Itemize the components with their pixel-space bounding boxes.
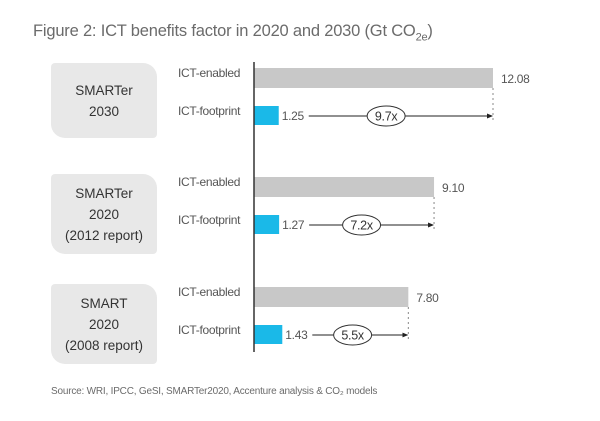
- factor-label: 5.5x: [341, 329, 364, 343]
- group-label-line: SMART: [80, 295, 128, 311]
- factor-ellipse: [342, 214, 382, 236]
- chart-title: Figure 2: ICT benefits factor in 2020 an…: [33, 22, 433, 43]
- group-label-line: 2020: [88, 316, 120, 332]
- group-label-line: (2008 report): [64, 337, 144, 353]
- chart-title-subscript: 2e: [415, 31, 428, 44]
- bar-ict-footprint: [254, 106, 279, 125]
- value-label-ict-footprint: 1.27: [282, 218, 305, 232]
- bar-ict-footprint: [254, 325, 283, 344]
- group-label-line: 2020: [88, 206, 120, 222]
- row-label-ict-enabled: ICT-enabled: [178, 285, 241, 299]
- value-label-ict-footprint: 1.43: [285, 328, 308, 342]
- factor-label: 9.7x: [375, 110, 398, 124]
- bar-ict-enabled: [254, 177, 435, 197]
- value-label-ict-enabled: 12.08: [501, 72, 530, 86]
- group-label-box: SMART 2020 (2008 report): [51, 284, 157, 364]
- factor-label: 7.2x: [350, 219, 373, 233]
- group-label-box: SMARTer 2030: [51, 63, 157, 138]
- chart-title-text: Figure 2: ICT benefits factor in 2020 an…: [33, 22, 416, 40]
- factor-ellipse: [333, 324, 373, 346]
- bar-ict-enabled: [254, 287, 409, 307]
- value-label-ict-enabled: 9.10: [442, 181, 465, 195]
- group-label-line: 2030: [88, 103, 120, 119]
- chart-title-suffix: ): [427, 22, 433, 40]
- factor-ellipse: [366, 105, 406, 127]
- row-label-ict-footprint: ICT-footprint: [178, 104, 241, 118]
- group-label-line: (2012 report): [64, 227, 144, 243]
- row-label-ict-footprint: ICT-footprint: [178, 213, 241, 227]
- bar-ict-footprint: [254, 215, 280, 234]
- row-label-ict-enabled: ICT-enabled: [178, 175, 241, 189]
- bar-ict-enabled: [254, 68, 493, 88]
- row-label-ict-enabled: ICT-enabled: [178, 66, 241, 80]
- group-label-line: SMARTer: [75, 185, 133, 201]
- row-label-ict-footprint: ICT-footprint: [178, 323, 241, 337]
- value-label-ict-footprint: 1.25: [282, 109, 305, 123]
- value-label-ict-enabled: 7.80: [416, 291, 439, 305]
- chart-source: Source: WRI, IPCC, GeSI, SMARTer2020, Ac…: [51, 386, 378, 397]
- group-label-line: SMARTer: [75, 82, 133, 98]
- group-label-box: SMARTer 2020 (2012 report): [51, 174, 157, 254]
